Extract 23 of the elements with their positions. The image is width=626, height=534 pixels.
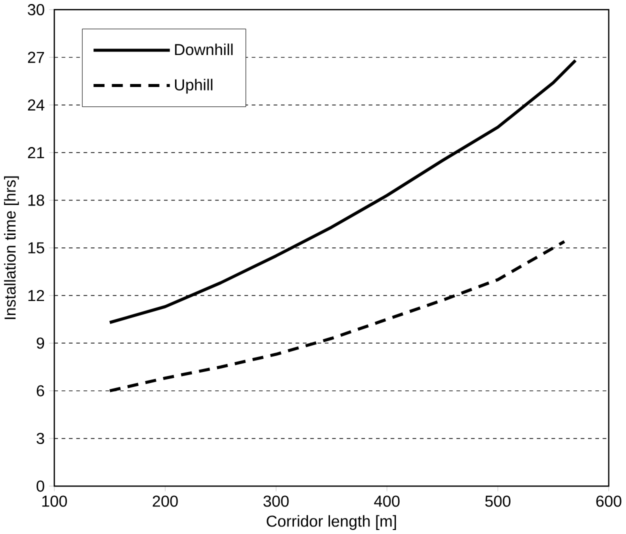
line-series — [108, 58, 577, 324]
x-tick-label: 500 — [485, 496, 510, 507]
y-tick-label: 21 — [28, 147, 44, 158]
y-tick-label: 6 — [36, 385, 44, 396]
y-tick-label: 27 — [28, 52, 44, 63]
x-axis-title: Corridor length [m] — [266, 515, 396, 530]
x-tick-label: 400 — [374, 496, 400, 507]
y-axis-title: Installation time [hrs] — [4, 176, 19, 320]
y-tick-label: 15 — [28, 242, 44, 254]
x-tick-label: 300 — [263, 496, 289, 507]
y-tick-label: 18 — [28, 194, 44, 206]
line-series — [108, 240, 566, 392]
legend-label: Downhill — [175, 44, 233, 56]
x-tick-label: 100 — [42, 496, 67, 507]
y-tick-label: 24 — [28, 99, 44, 110]
y-tick-label: 3 — [36, 432, 44, 444]
legend-label: Uphill — [175, 78, 212, 94]
y-tick-label: 9 — [36, 338, 44, 349]
y-tick-label: 12 — [28, 290, 44, 302]
y-tick-label: 0 — [36, 480, 44, 492]
x-tick-label: 600 — [596, 496, 622, 507]
y-tick-label: 30 — [28, 4, 44, 16]
x-tick-label: 200 — [152, 496, 178, 507]
